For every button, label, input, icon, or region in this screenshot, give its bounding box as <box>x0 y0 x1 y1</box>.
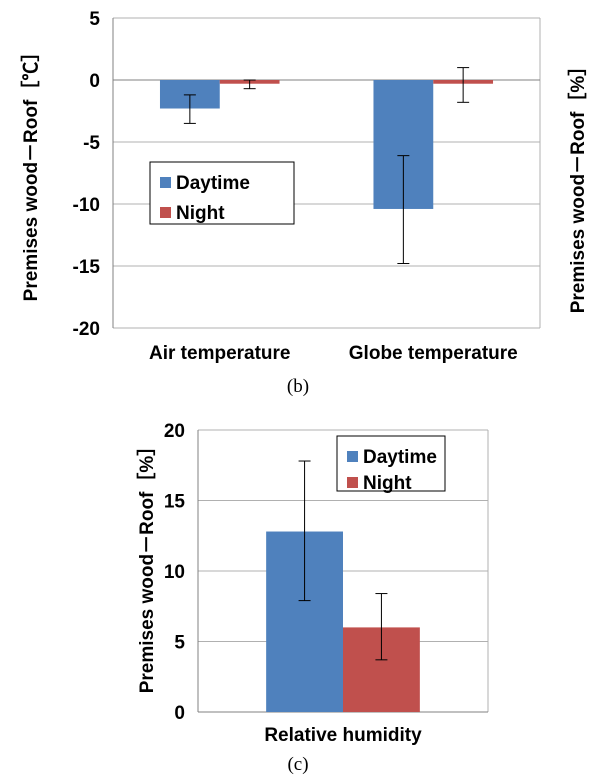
b-error-bars <box>183 67 470 265</box>
c-bars <box>266 531 420 712</box>
y-tick-label: -5 <box>83 133 100 154</box>
legend-label-night: Night <box>363 473 412 494</box>
error-bar <box>183 94 196 124</box>
c-y-tick-labels: 20 15 10 5 0 <box>164 421 186 724</box>
error-bar <box>457 67 470 103</box>
c-legend: Daytime Night <box>336 435 446 494</box>
category-label: Globe temperature <box>349 343 518 364</box>
y-tick-label: 15 <box>164 492 186 513</box>
y-tick-label: 0 <box>89 71 100 92</box>
b-legend: Daytime Night <box>149 161 295 225</box>
b-y-tick-labels: 5 0 -5 -10 -15 -20 <box>73 9 101 340</box>
c-y-axis-label: Premises wood－Roof［%］ <box>135 437 158 694</box>
error-bar <box>243 79 256 90</box>
c-caption: (c) <box>287 754 308 775</box>
category-label: Relative humidity <box>264 725 422 746</box>
legend-swatch-daytime <box>347 451 358 462</box>
y-tick-label: 5 <box>174 633 185 654</box>
error-bar <box>375 593 388 661</box>
y-tick-label: 0 <box>174 703 185 724</box>
b-category-labels: Air temperature Globe temperature <box>149 343 518 364</box>
chart-c: 20 15 10 5 0 Relative humidity Premises wood… <box>135 421 489 775</box>
legend-box <box>149 161 295 225</box>
y-tick-label: -20 <box>73 319 100 340</box>
legend-swatch-daytime <box>160 177 171 188</box>
right-side-label: Premises wood－Roof［%］ <box>566 57 589 314</box>
legend-label-night: Night <box>176 203 225 224</box>
chart-b: 5 0 -5 -10 -15 -20 Air temperature Globe tempe… <box>19 9 541 397</box>
error-bar <box>298 460 311 602</box>
c-error-bars <box>298 460 388 661</box>
legend-label-daytime: Daytime <box>176 173 250 194</box>
category-label: Air temperature <box>149 343 291 364</box>
b-bars <box>159 80 494 209</box>
legend-swatch-night <box>160 207 171 218</box>
y-tick-label: -10 <box>73 195 100 216</box>
b-caption: (b) <box>287 376 309 397</box>
c-category-labels: Relative humidity <box>264 725 422 746</box>
b-y-axis-label: Premises wood－Roof［℃］ <box>19 43 42 302</box>
y-tick-label: 5 <box>89 9 100 30</box>
legend-swatch-night <box>347 477 358 488</box>
error-bar <box>397 155 410 265</box>
y-tick-label: -15 <box>73 257 101 278</box>
y-tick-label: 20 <box>164 421 185 442</box>
legend-label-daytime: Daytime <box>363 447 437 468</box>
y-tick-label: 10 <box>164 562 185 583</box>
